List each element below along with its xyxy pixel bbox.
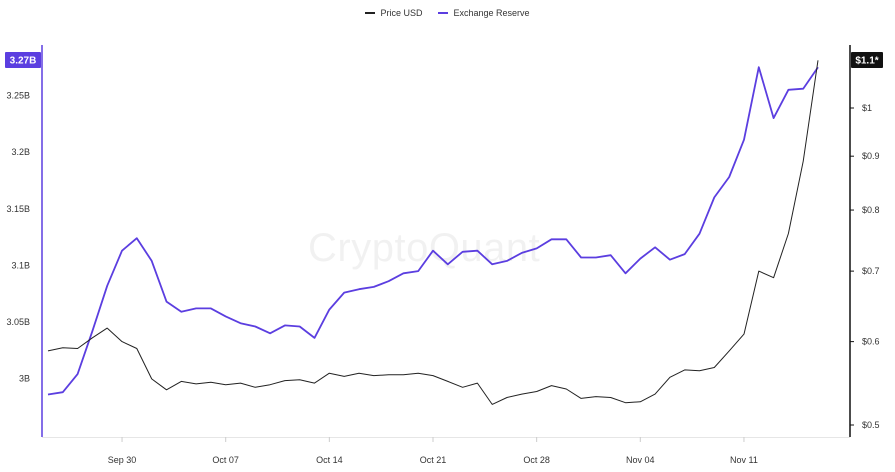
y-right-tick-label: $0.9 — [862, 151, 880, 161]
legend-swatch-price — [365, 12, 376, 14]
chart-legend: Price USD Exchange Reserve — [0, 8, 895, 18]
left-current-value-label: 3.27B — [10, 56, 37, 67]
x-tick-label: Oct 28 — [523, 455, 550, 465]
y-left-tick-label: 3.05B — [6, 317, 30, 327]
x-tick-label: Oct 21 — [420, 455, 447, 465]
x-tick-label: Sep 30 — [108, 455, 137, 465]
y-left-tick-label: 3B — [19, 374, 30, 384]
y-left-tick-label: 3.2B — [11, 147, 30, 157]
left-current-value-badge — [5, 52, 41, 68]
y-left-tick-label: 3.15B — [6, 204, 30, 214]
legend-label-reserve: Exchange Reserve — [453, 8, 530, 18]
x-tick-label: Oct 07 — [212, 455, 239, 465]
right-current-value-badge — [851, 52, 883, 68]
legend-label-price: Price USD — [380, 8, 423, 18]
x-tick-label: Nov 04 — [626, 455, 655, 465]
y-right-tick-label: $0.6 — [862, 337, 880, 347]
x-tick-label: Nov 11 — [730, 455, 758, 465]
y-left-tick-label: 3.1B — [11, 260, 30, 270]
series-line-exchange-reserve — [47, 66, 819, 396]
y-right-tick-label: $0.8 — [862, 205, 880, 215]
y-right-tick-label: $0.5 — [862, 420, 880, 430]
y-right-tick-label: $1 — [862, 103, 872, 113]
legend-swatch-reserve — [438, 12, 449, 14]
x-tick-label: Oct 14 — [316, 455, 343, 465]
right-current-value-label: $1.1* — [855, 56, 878, 67]
legend-item-reserve[interactable]: Exchange Reserve — [438, 8, 530, 18]
series-line-price — [47, 60, 819, 405]
y-right-tick-label: $0.7 — [862, 266, 880, 276]
legend-item-price[interactable]: Price USD — [365, 8, 422, 18]
y-left-tick-label: 3.25B — [6, 90, 30, 100]
